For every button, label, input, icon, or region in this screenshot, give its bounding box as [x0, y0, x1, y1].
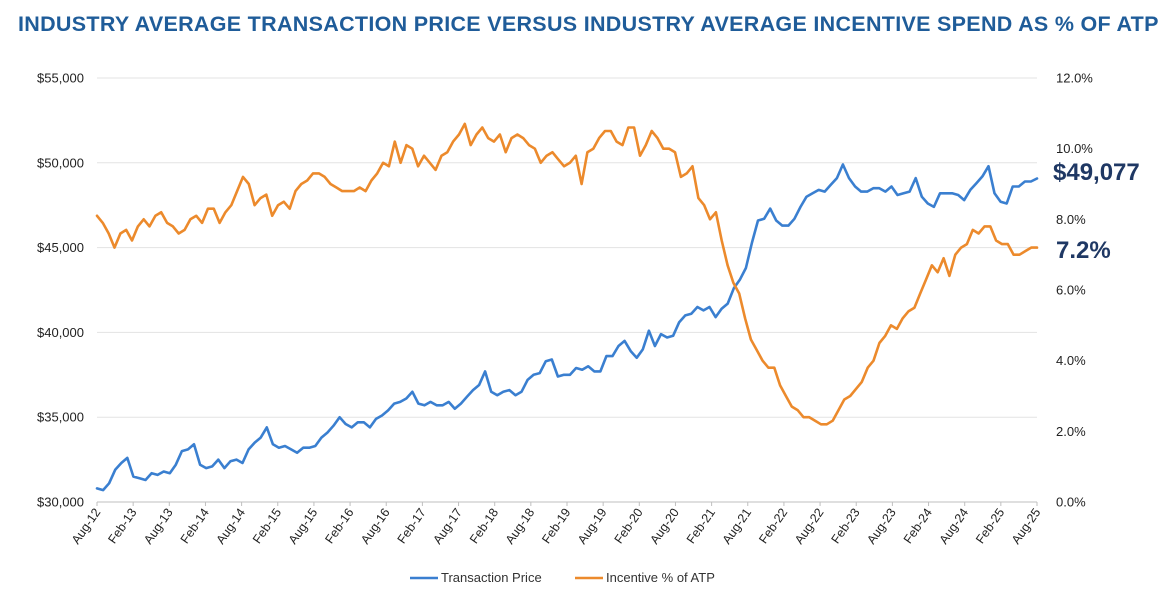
x-tick-label: Feb-20: [612, 506, 646, 547]
left-tick-label: $30,000: [37, 495, 84, 510]
right-tick-label: 4.0%: [1056, 353, 1086, 368]
left-tick-label: $50,000: [37, 155, 84, 170]
x-tick-label: Aug-25: [1009, 506, 1044, 547]
x-tick-label: Aug-12: [69, 506, 104, 547]
x-axis-ticks: Aug-12 Feb-13 Aug-13 Feb-14 Aug-14 Feb-15 Aug-…: [69, 502, 1044, 547]
x-tick-label: Aug-17: [430, 506, 465, 547]
left-tick-label: $40,000: [37, 325, 84, 340]
x-tick-label: Feb-13: [105, 506, 139, 547]
chart-title: INDUSTRY AVERAGE TRANSACTION PRICE VERSU…: [18, 12, 1159, 36]
x-tick-label: Feb-23: [829, 506, 863, 547]
incentive-line: [95, 122, 1039, 426]
legend-label: Transaction Price: [441, 570, 542, 585]
x-tick-label: Aug-19: [575, 506, 610, 547]
right-tick-label: 0.0%: [1056, 495, 1086, 510]
right-axis-ticks: 0.0% 2.0% 4.0% 6.0% 8.0% 10.0% 12.0%: [1056, 71, 1093, 510]
right-tick-label: 2.0%: [1056, 424, 1086, 439]
legend: Transaction Price Incentive % of ATP: [410, 570, 715, 585]
x-tick-label: Aug-18: [503, 506, 538, 547]
x-tick-label: Aug-15: [286, 506, 321, 547]
right-tick-label: 10.0%: [1056, 141, 1093, 156]
left-tick-label: $55,000: [37, 71, 84, 86]
x-tick-label: Aug-21: [720, 506, 755, 547]
transaction-price-line: [95, 163, 1039, 492]
x-tick-label: Aug-22: [792, 506, 827, 547]
right-tick-label: 8.0%: [1056, 212, 1086, 227]
x-tick-label: Feb-25: [973, 506, 1007, 547]
x-tick-label: Feb-14: [178, 506, 212, 547]
incentive-callout: 7.2%: [1056, 237, 1111, 264]
left-tick-label: $45,000: [37, 240, 84, 255]
x-tick-label: Feb-17: [395, 506, 429, 547]
x-tick-label: Feb-18: [467, 506, 501, 547]
x-tick-label: Feb-16: [322, 506, 356, 547]
price-callout: $49,077: [1053, 159, 1140, 186]
x-tick-label: Feb-22: [756, 506, 790, 547]
right-tick-label: 6.0%: [1056, 283, 1086, 298]
left-tick-label: $35,000: [37, 410, 84, 425]
left-axis-ticks: $30,000 $35,000 $40,000 $45,000 $50,000 $55,0…: [37, 71, 84, 510]
x-tick-label: Feb-21: [684, 506, 718, 547]
series-lines: [95, 122, 1039, 492]
x-tick-label: Feb-19: [539, 506, 573, 547]
x-tick-label: Aug-13: [141, 506, 176, 547]
x-tick-label: Aug-20: [647, 506, 682, 547]
x-tick-label: Aug-24: [937, 506, 972, 547]
x-tick-label: Aug-16: [358, 506, 393, 547]
grid-lines: [97, 77, 1037, 503]
legend-label: Incentive % of ATP: [606, 570, 715, 585]
x-tick-label: Feb-24: [901, 506, 935, 547]
x-tick-label: Aug-23: [864, 506, 899, 547]
right-tick-label: 12.0%: [1056, 71, 1093, 86]
x-tick-label: Aug-14: [213, 506, 248, 547]
x-tick-label: Feb-15: [250, 506, 284, 547]
